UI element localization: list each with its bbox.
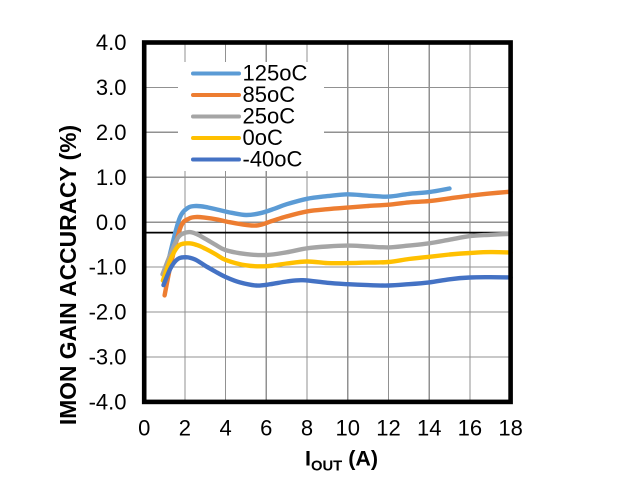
- svg-text:-2.0: -2.0: [89, 300, 127, 325]
- svg-text:2.0: 2.0: [96, 120, 127, 145]
- svg-text:10: 10: [336, 416, 360, 441]
- svg-text:125oC: 125oC: [243, 61, 308, 86]
- svg-text:18: 18: [498, 416, 522, 441]
- svg-text:-4.0: -4.0: [89, 390, 127, 415]
- svg-text:14: 14: [417, 416, 441, 441]
- svg-text:IOUT (A): IOUT (A): [305, 446, 378, 474]
- svg-text:3.0: 3.0: [96, 75, 127, 100]
- svg-text:1.0: 1.0: [96, 165, 127, 190]
- svg-text:-40oC: -40oC: [243, 147, 303, 172]
- svg-text:85oC: 85oC: [243, 82, 296, 107]
- svg-text:25oC: 25oC: [243, 104, 296, 129]
- svg-text:0oC: 0oC: [243, 125, 283, 150]
- svg-text:-1.0: -1.0: [89, 255, 127, 280]
- svg-text:6: 6: [260, 416, 272, 441]
- svg-text:4: 4: [219, 416, 231, 441]
- svg-text:8: 8: [301, 416, 313, 441]
- svg-text:12: 12: [376, 416, 400, 441]
- svg-text:0.0: 0.0: [96, 210, 127, 235]
- svg-text:-3.0: -3.0: [89, 345, 127, 370]
- svg-text:4.0: 4.0: [96, 30, 127, 55]
- svg-text:0: 0: [138, 416, 150, 441]
- svg-text:16: 16: [458, 416, 482, 441]
- svg-text:2: 2: [179, 416, 191, 441]
- svg-text:IMON GAIN ACCURACY (%): IMON GAIN ACCURACY (%): [55, 125, 81, 425]
